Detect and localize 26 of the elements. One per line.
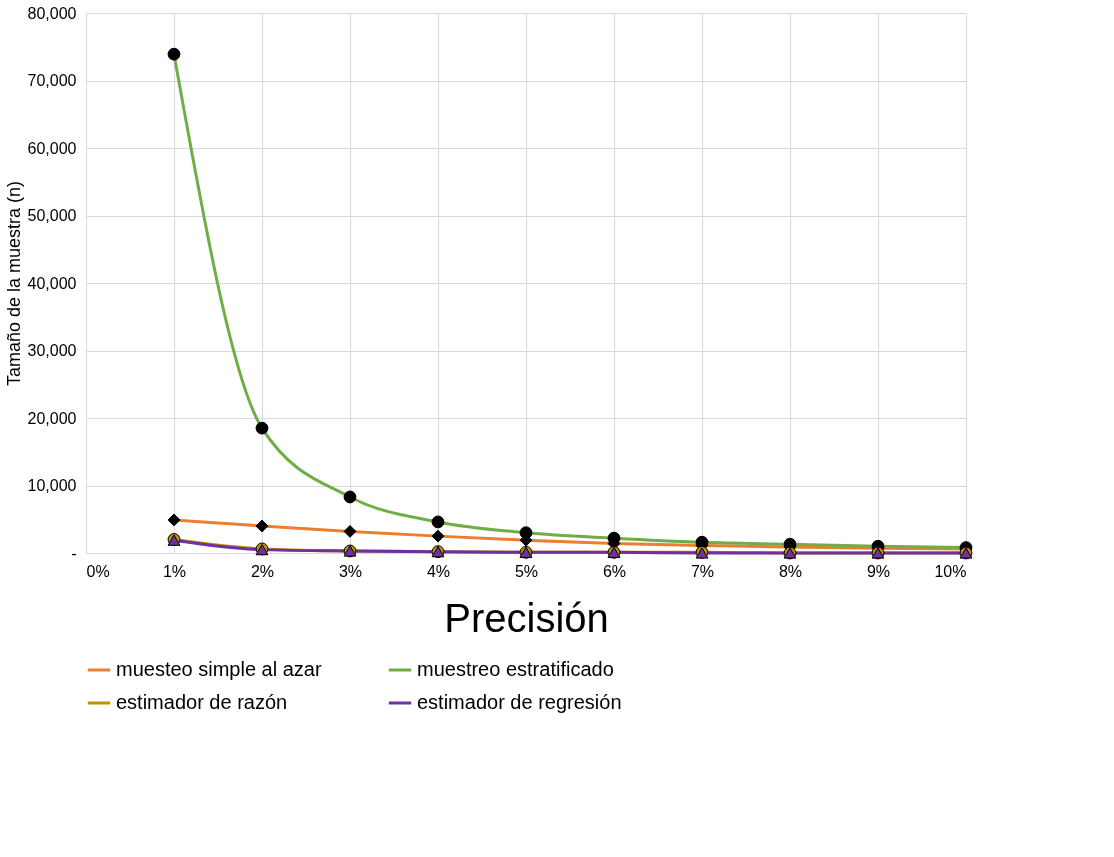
x-tick-label: 9%	[866, 562, 891, 580]
y-tick-label: 50,000	[27, 207, 77, 224]
x-tick-label: 5%	[514, 562, 539, 580]
y-axis-title: Tamaño de la muestra (n)	[3, 180, 24, 387]
x-tick-label: 10%	[934, 562, 967, 580]
y-tick-label: -	[71, 544, 77, 562]
y-tick-label: 20,000	[27, 409, 77, 427]
legend-label: estimador de regresión	[417, 691, 622, 713]
legend-label: muestreo estratificado	[417, 658, 614, 680]
legend-label: estimador de razón	[116, 691, 288, 713]
x-tick-label: 1%	[162, 562, 187, 580]
y-tick-label: 10,000	[27, 477, 77, 494]
x-tick-label: 2%	[250, 562, 275, 580]
y-tick-label: 60,000	[27, 139, 77, 157]
x-tick-label: 8%	[778, 562, 803, 580]
legend-label: muesteo simple al azar	[116, 658, 322, 680]
x-tick-label: 4%	[426, 562, 451, 580]
x-tick-label: 3%	[338, 562, 363, 580]
x-axis-title: Precisión	[444, 595, 609, 640]
y-tick-label: 80,000	[27, 4, 77, 22]
y-tick-label: 40,000	[27, 274, 77, 292]
y-tick-label: 30,000	[27, 342, 77, 359]
x-tick-label: 6%	[602, 562, 627, 580]
x-tick-label: 7%	[690, 562, 715, 580]
y-tick-label: 70,000	[27, 72, 77, 89]
x-tick-label: 0%	[86, 562, 110, 580]
